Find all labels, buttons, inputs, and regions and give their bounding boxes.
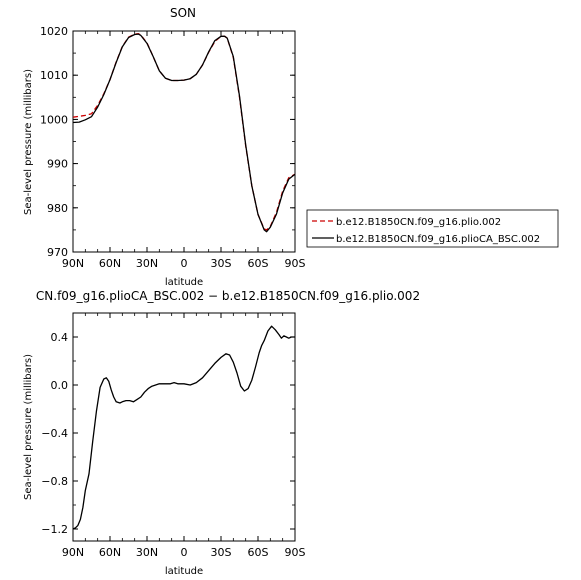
bottom-x-ticks: 90N 60N 30N 0 30S 60S 90S [62,313,306,559]
top-y-ticks: 970 980 990 1000 1010 1020 [40,25,295,259]
top-plot-frame [72,30,296,253]
top-series-line-1 [72,33,296,233]
bottom-chart-title: CN.f09_g16.plioCA_BSC.002 − b.e12.B1850C… [36,289,420,303]
bottom-x-tick-label: 0 [181,546,188,559]
bottom-x-tick-label: 90N [62,546,84,559]
legend-label-plio: b.e12.B1850CN.f09_g16.plio.002 [336,217,501,228]
top-x-axis-label: latitude [165,277,203,288]
bottom-x-axis-label: latitude [165,566,203,577]
top-y-tick-label: 990 [47,158,68,171]
bottom-x-tick-label: 30N [136,546,158,559]
top-x-tick-label: 60S [248,257,269,270]
bottom-panel: CN.f09_g16.plioCA_BSC.002 − b.e12.B1850C… [23,289,420,577]
top-x-tick-label: 30S [211,257,232,270]
top-y-tick-label: 1000 [40,113,68,126]
bottom-y-tick-label: −0.8 [41,475,68,488]
top-chart-title: SON [170,6,196,20]
top-y-tick-label: 1020 [40,25,68,38]
top-x-tick-label: 90N [62,257,84,270]
legend-box [306,209,559,248]
legend-label-plioCA: b.e12.B1850CN.f09_g16.plioCA_BSC.002 [336,234,540,245]
top-x-tick-label: 90S [285,257,306,270]
bottom-y-ticks: −1.2 −0.8 −0.4 0.0 0.4 [41,312,295,536]
top-x-tick-label: 0 [181,257,188,270]
bottom-x-tick-label: 30S [211,546,232,559]
bottom-x-tick-label: 90S [285,546,306,559]
bottom-y-axis-label: Sea-level pressure (millibars) [23,354,34,500]
bottom-y-tick-label: 0.0 [51,379,69,392]
bottom-x-tick-label: 60S [248,546,269,559]
top-series-lines [72,33,296,233]
bottom-series-lines [72,325,295,530]
top-x-tick-label: 60N [99,257,121,270]
top-y-tick-label: 970 [47,246,68,259]
top-y-tick-label: 1010 [40,69,68,82]
legend: b.e12.B1850CN.f09_g16.plio.002 b.e12.B18… [306,209,559,248]
bottom-x-tick-label: 60N [99,546,121,559]
bottom-series-line-0 [72,325,295,530]
top-x-ticks: 90N 60N 30N 0 30S 60S 90S [62,31,306,270]
bottom-y-tick-label: −0.4 [41,427,68,440]
top-x-tick-label: 30N [136,257,158,270]
top-panel: SON 90N 60N 30N 0 30S 60S 90S 970 980 990 1000 101… [23,6,306,288]
bottom-y-tick-label: −1.2 [41,523,68,536]
bottom-y-tick-label: 0.4 [51,331,69,344]
top-y-tick-label: 980 [47,202,68,215]
top-y-axis-label: Sea-level pressure (millibars) [23,69,34,215]
top-series-line-0 [72,33,296,231]
